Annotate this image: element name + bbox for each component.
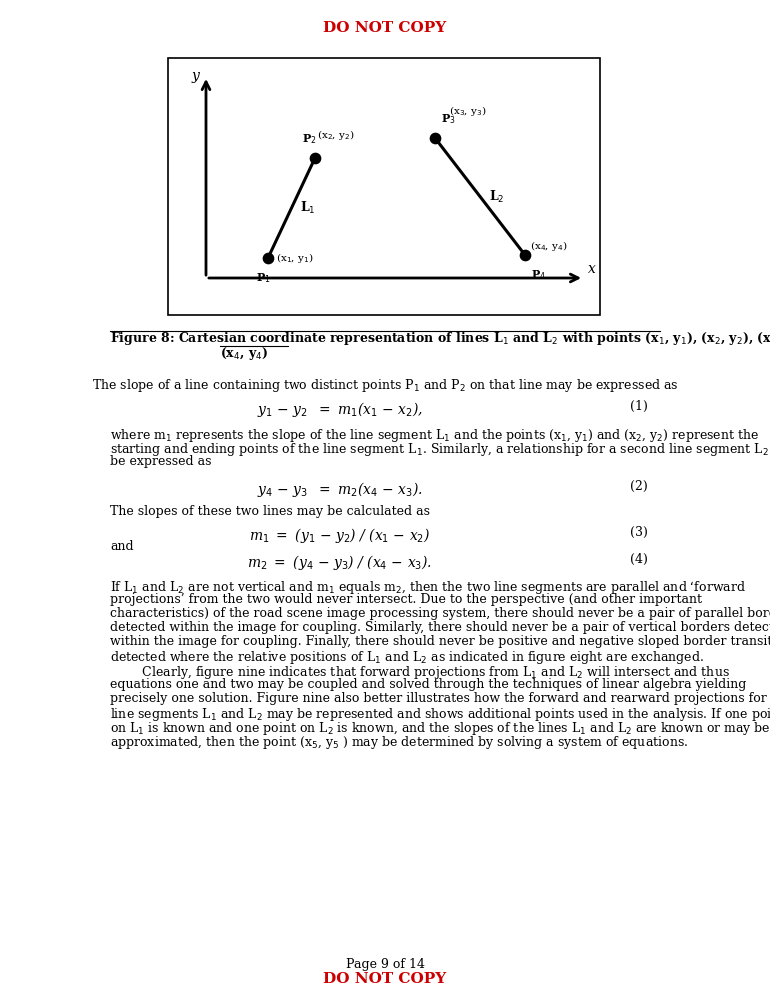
- Point: [309, 150, 321, 166]
- Point: [519, 247, 531, 263]
- Text: characteristics) of the road scene image processing system, there should never b: characteristics) of the road scene image…: [110, 607, 770, 620]
- Text: If L$_1$ and L$_2$ are not vertical and m$_1$ equals m$_2$, then the two line se: If L$_1$ and L$_2$ are not vertical and …: [110, 579, 746, 596]
- Text: (x$_4$, y$_4$): (x$_4$, y$_4$): [220, 345, 268, 362]
- Text: P$_1$: P$_1$: [256, 271, 270, 285]
- Text: m$_2$ $=$ (y$_4$ $-$ y$_3$) / (x$_4$ $-$ x$_3$).: m$_2$ $=$ (y$_4$ $-$ y$_3$) / (x$_4$ $-$…: [247, 553, 433, 572]
- Text: y: y: [191, 69, 199, 83]
- Text: Page 9 of 14: Page 9 of 14: [346, 958, 424, 971]
- Text: The slope of a line containing two distinct points P$_1$ and P$_2$ on that line : The slope of a line containing two disti…: [92, 377, 678, 394]
- Text: m$_1$ $=$ (y$_1$ $-$ y$_2$) / (x$_1$ $-$ x$_2$): m$_1$ $=$ (y$_1$ $-$ y$_2$) / (x$_1$ $-$…: [249, 526, 430, 545]
- Text: L$_2$: L$_2$: [489, 189, 504, 205]
- Text: (x$_2$, y$_2$): (x$_2$, y$_2$): [317, 128, 355, 142]
- Bar: [168, 58, 600, 315]
- Text: precisely one solution. Figure nine also better illustrates how the forward and : precisely one solution. Figure nine also…: [110, 692, 770, 705]
- Text: where m$_1$ represents the slope of the line segment L$_1$ and the points (x$_1$: where m$_1$ represents the slope of the …: [110, 427, 759, 444]
- Text: (1): (1): [630, 400, 648, 413]
- Text: equations one and two may be coupled and solved through the techniques of linear: equations one and two may be coupled and…: [110, 678, 746, 691]
- Text: x: x: [588, 262, 596, 276]
- Text: The slopes of these two lines may be calculated as: The slopes of these two lines may be cal…: [110, 505, 430, 518]
- Text: projections’ from the two would never intersect. Due to the perspective (and oth: projections’ from the two would never in…: [110, 593, 702, 606]
- Text: (4): (4): [630, 553, 648, 566]
- Text: DO NOT COPY: DO NOT COPY: [323, 21, 447, 35]
- Text: detected within the image for coupling. Similarly, there should never be a pair : detected within the image for coupling. …: [110, 621, 770, 634]
- Text: P$_3$: P$_3$: [441, 112, 456, 126]
- Text: P$_4$: P$_4$: [531, 268, 546, 282]
- Text: (3): (3): [630, 526, 648, 539]
- Point: [262, 250, 274, 266]
- Text: (x$_1$, y$_1$): (x$_1$, y$_1$): [276, 251, 313, 265]
- Point: [429, 130, 441, 146]
- Text: DO NOT COPY: DO NOT COPY: [323, 972, 447, 986]
- Text: Clearly, figure nine indicates that forward projections from L$_1$ and L$_2$ wil: Clearly, figure nine indicates that forw…: [110, 664, 730, 681]
- Text: (x$_4$, y$_4$): (x$_4$, y$_4$): [530, 239, 567, 253]
- Text: y$_4$ $-$ y$_3$  $=$ m$_2$(x$_4$ $-$ x$_3$).: y$_4$ $-$ y$_3$ $=$ m$_2$(x$_4$ $-$ x$_3…: [257, 480, 423, 499]
- Text: L$_1$: L$_1$: [300, 200, 316, 216]
- Text: (x$_3$, y$_3$): (x$_3$, y$_3$): [449, 104, 487, 118]
- Text: within the image for coupling. Finally, there should never be positive and negat: within the image for coupling. Finally, …: [110, 635, 770, 648]
- Text: P$_2$: P$_2$: [302, 132, 316, 146]
- Text: Figure 8: Cartesian coordinate representation of lines L$_1$ and L$_2$ with poin: Figure 8: Cartesian coordinate represent…: [110, 330, 770, 347]
- Text: line segments L$_1$ and L$_2$ may be represented and shows additional points use: line segments L$_1$ and L$_2$ may be rep…: [110, 706, 770, 723]
- Text: y$_1$ $-$ y$_2$  $=$ m$_1$(x$_1$ $-$ x$_2$),: y$_1$ $-$ y$_2$ $=$ m$_1$(x$_1$ $-$ x$_2…: [257, 400, 423, 419]
- Text: be expressed as: be expressed as: [110, 455, 212, 468]
- Text: on L$_1$ is known and one point on L$_2$ is known, and the slopes of the lines L: on L$_1$ is known and one point on L$_2$…: [110, 720, 770, 737]
- Text: approximated, then the point (x$_5$, y$_5$ ) may be determined by solving a syst: approximated, then the point (x$_5$, y$_…: [110, 734, 688, 751]
- Text: detected where the relative positions of L$_1$ and L$_2$ as indicated in figure : detected where the relative positions of…: [110, 649, 704, 666]
- Text: and: and: [110, 540, 134, 553]
- Text: (2): (2): [631, 480, 648, 493]
- Text: starting and ending points of the line segment L$_1$. Similarly, a relationship : starting and ending points of the line s…: [110, 441, 770, 458]
